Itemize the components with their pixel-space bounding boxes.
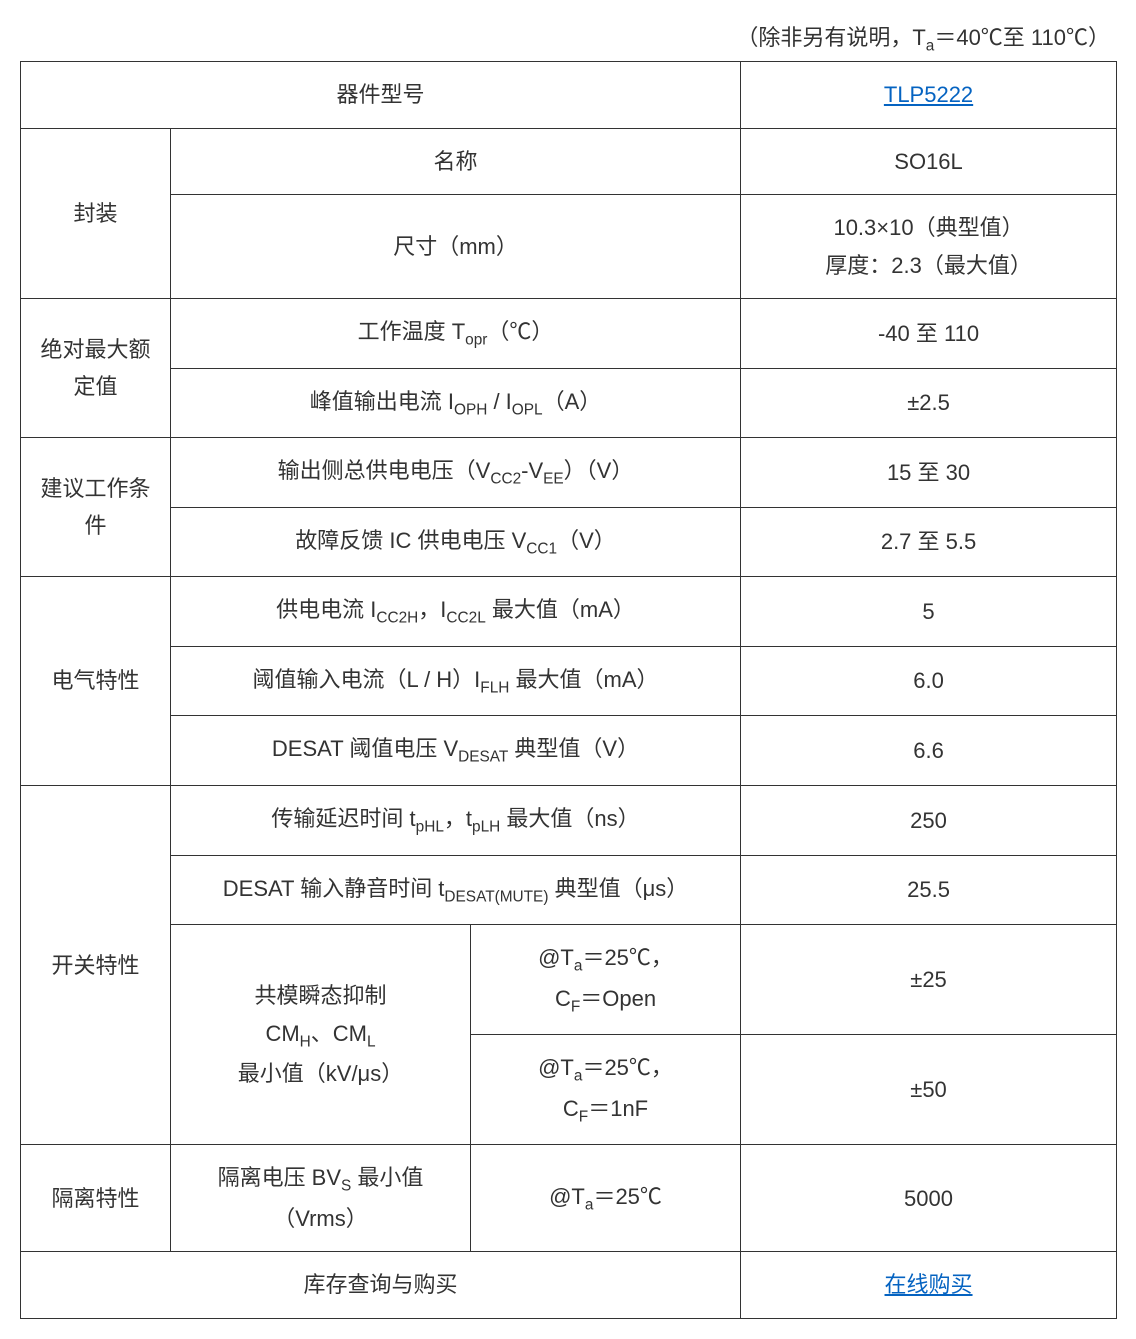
group-isolation: 隔离特性: [21, 1145, 171, 1252]
group-rec-op: 建议工作条件: [21, 438, 171, 577]
part-number-link[interactable]: TLP5222: [884, 82, 973, 107]
peak-current-label: 峰值输出电流 IOPH / IOPL（A）: [171, 368, 741, 438]
cm-cond-1nf: @Ta＝25℃， CF＝1nF: [471, 1035, 741, 1145]
package-name-value: SO16L: [741, 128, 1117, 194]
row-icc: 电气特性 供电电流 ICC2H，ICC2L 最大值（mA） 5: [21, 577, 1117, 647]
row-package-size: 尺寸（mm） 10.3×10（典型值） 厚度：2.3（最大值）: [21, 195, 1117, 299]
iflh-label: 阈值输入电流（L / H）IFLH 最大值（mA）: [171, 646, 741, 716]
iso-bvs-label: 隔离电压 BVS 最小值（Vrms）: [171, 1145, 471, 1252]
icc-value: 5: [741, 577, 1117, 647]
row-buy: 库存查询与购买 在线购买: [21, 1252, 1117, 1318]
cm-label: 共模瞬态抑制 CMH、CML 最小值（kV/μs）: [171, 925, 471, 1145]
row-vdesat: DESAT 阈值电压 VDESAT 典型值（V） 6.6: [21, 716, 1117, 786]
row-fault-vcc: 故障反馈 IC 供电电压 VCC1（V） 2.7 至 5.5: [21, 507, 1117, 577]
group-switch: 开关特性: [21, 786, 171, 1145]
supply-total-label: 输出侧总供电电压（VCC2-VEE）（V）: [171, 438, 741, 508]
fault-vcc-value: 2.7 至 5.5: [741, 507, 1117, 577]
row-part-number: 器件型号 TLP5222: [21, 62, 1117, 128]
iso-cond: @Ta＝25℃: [471, 1145, 741, 1252]
tp-label: 传输延迟时间 tpHL，tpLH 最大值（ns）: [171, 786, 741, 856]
op-temp-value: -40 至 110: [741, 298, 1117, 368]
tp-value: 250: [741, 786, 1117, 856]
group-abs-max: 绝对最大额定值: [21, 298, 171, 437]
vdesat-value: 6.6: [741, 716, 1117, 786]
icc-label: 供电电流 ICC2H，ICC2L 最大值（mA）: [171, 577, 741, 647]
package-size-value: 10.3×10（典型值） 厚度：2.3（最大值）: [741, 195, 1117, 299]
buy-label: 库存查询与购买: [21, 1252, 741, 1318]
cm-val-1nf: ±50: [741, 1035, 1117, 1145]
row-cm-open: 共模瞬态抑制 CMH、CML 最小值（kV/μs） @Ta＝25℃， CF＝Op…: [21, 925, 1117, 1035]
row-supply-total: 建议工作条件 输出侧总供电电压（VCC2-VEE）（V） 15 至 30: [21, 438, 1117, 508]
supply-total-value: 15 至 30: [741, 438, 1117, 508]
peak-current-value: ±2.5: [741, 368, 1117, 438]
buy-online-link[interactable]: 在线购买: [885, 1272, 973, 1297]
table-condition-caption: （除非另有说明，Ta＝40℃至 110℃）: [20, 20, 1116, 55]
row-tp: 开关特性 传输延迟时间 tpHL，tpLH 最大值（ns） 250: [21, 786, 1117, 856]
row-isolation: 隔离特性 隔离电压 BVS 最小值（Vrms） @Ta＝25℃ 5000: [21, 1145, 1117, 1252]
fault-vcc-label: 故障反馈 IC 供电电压 VCC1（V）: [171, 507, 741, 577]
part-number-label: 器件型号: [21, 62, 741, 128]
mute-label: DESAT 输入静音时间 tDESAT(MUTE) 典型值（μs）: [171, 855, 741, 925]
mute-value: 25.5: [741, 855, 1117, 925]
op-temp-label: 工作温度 Topr（℃）: [171, 298, 741, 368]
iso-value: 5000: [741, 1145, 1117, 1252]
cm-val-open: ±25: [741, 925, 1117, 1035]
spec-table: 器件型号 TLP5222 封装 名称 SO16L 尺寸（mm） 10.3×10（…: [20, 61, 1117, 1318]
package-name-label: 名称: [171, 128, 741, 194]
buy-value: 在线购买: [741, 1252, 1117, 1318]
iflh-value: 6.0: [741, 646, 1117, 716]
group-elec: 电气特性: [21, 577, 171, 786]
vdesat-label: DESAT 阈值电压 VDESAT 典型值（V）: [171, 716, 741, 786]
row-package-name: 封装 名称 SO16L: [21, 128, 1117, 194]
row-mute: DESAT 输入静音时间 tDESAT(MUTE) 典型值（μs） 25.5: [21, 855, 1117, 925]
cm-cond-open: @Ta＝25℃， CF＝Open: [471, 925, 741, 1035]
package-size-label: 尺寸（mm）: [171, 195, 741, 299]
row-peak-current: 峰值输出电流 IOPH / IOPL（A） ±2.5: [21, 368, 1117, 438]
group-package: 封装: [21, 128, 171, 298]
row-iflh: 阈值输入电流（L / H）IFLH 最大值（mA） 6.0: [21, 646, 1117, 716]
row-op-temp: 绝对最大额定值 工作温度 Topr（℃） -40 至 110: [21, 298, 1117, 368]
part-number-value: TLP5222: [741, 62, 1117, 128]
